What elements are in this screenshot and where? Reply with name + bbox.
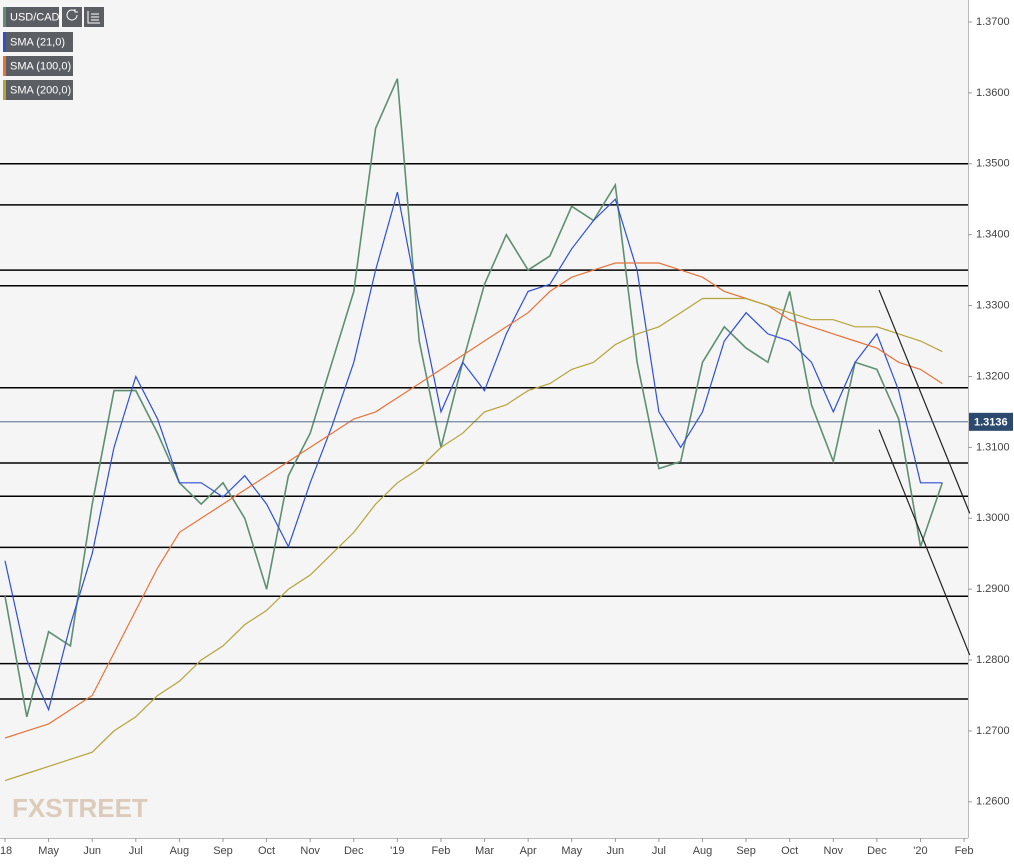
legend-box [3,32,73,52]
x-tick-label: Jul [129,845,143,857]
y-tick-label: 1.3500 [976,158,1010,170]
y-tick-label: 1.2700 [976,725,1010,737]
x-tick-label: Dec [867,845,887,857]
legend-swatch [3,32,6,52]
y-tick-label: 1.3000 [976,512,1010,524]
x-tick-label: '20 [913,845,927,857]
legend-label: SMA (100,0) [10,60,71,72]
x-tick-label: Oct [258,845,275,857]
legend-box [3,80,73,100]
x-tick-label: '19 [390,845,404,857]
x-tick-label: Aug [170,845,190,857]
x-tick-label: Jun [606,845,624,857]
last-price-tag [969,412,1013,431]
x-tick-label: Dec [344,845,364,857]
y-tick-label: 1.3200 [976,370,1010,382]
legend: USD/CAD SMA (21,0) SMA (100,0) SMA (200,… [3,7,104,100]
y-tick-label: 1.2800 [976,654,1010,666]
x-tick-label: '18 [0,845,12,857]
x-tick-label: Sep [736,845,756,857]
y-tick-label: 1.3100 [976,441,1010,453]
y-tick-label: 1.2900 [976,583,1010,595]
series-line [4,191,943,712]
legend-swatch [3,56,6,76]
y-tick-label: 1.3700 [976,16,1010,28]
trendline [878,289,971,514]
x-tick-label: Aug [693,845,713,857]
reload-icon [66,9,78,21]
x-tick-label: Jun [83,845,101,857]
y-tick-label: 1.3600 [976,87,1010,99]
x-tick-label: Apr [520,845,537,857]
settings-icon [87,11,100,24]
x-tick-label: Oct [781,845,798,857]
x-tick-label: May [38,845,59,857]
y-tick-label: 1.3400 [976,229,1010,241]
legend-swatch [3,80,6,100]
series-line [4,297,943,782]
watermark: FXSTREET [12,793,148,823]
x-tick-label: May [561,845,582,857]
series-line [4,78,944,717]
legend-label: SMA (21,0) [10,36,65,48]
y-tick-label: 1.2600 [976,796,1010,808]
x-tick-label: Nov [824,845,844,857]
x-tick-label: Jul [652,845,666,857]
last-price-label: 1.3136 [974,417,1008,429]
plot-area [0,0,968,838]
legend-label: SMA (200,0) [10,84,71,96]
x-tick-label: Feb [431,845,450,857]
series-line [4,262,943,739]
y-tick-label: 1.3300 [976,299,1010,311]
legend-box [3,56,73,76]
legend-label: USD/CAD [10,11,60,23]
x-tick-label: Sep [213,845,233,857]
legend-box [3,7,59,27]
trendline [878,429,971,656]
x-tick-label: Feb [955,845,974,857]
series-layer [0,78,971,782]
x-tick-label: Nov [300,845,320,857]
legend-swatch [3,7,6,27]
x-tick-label: Mar [475,845,494,857]
